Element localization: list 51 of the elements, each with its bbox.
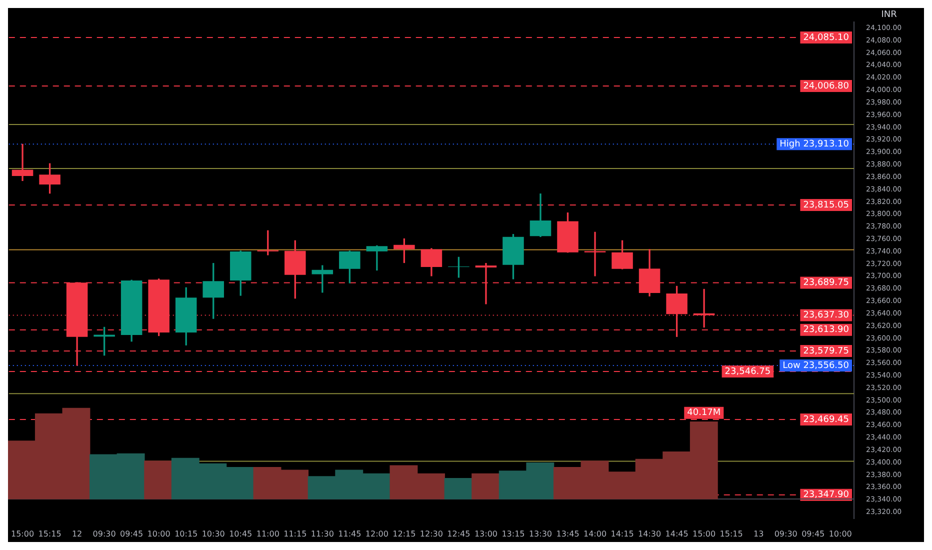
x-tick-label: 13:15	[502, 529, 525, 538]
candlestick	[584, 232, 606, 276]
x-tick-label: 15:15	[38, 529, 62, 538]
x-tick-label: 12:00	[365, 529, 388, 538]
x-tick-label: 09:45	[120, 529, 144, 538]
x-tick-label: 10:30	[202, 529, 225, 538]
x-tick-label: 09:45	[802, 529, 825, 538]
ref-line-label: 23,347.90	[803, 490, 850, 500]
ref-line-label: Low 23,556.50	[782, 360, 850, 371]
x-tick-label: 10:00	[147, 529, 170, 538]
x-tick-label: 13:30	[528, 529, 552, 538]
x-tick-label: 12	[72, 529, 82, 538]
x-tick-label: 10:45	[229, 529, 252, 538]
bar	[444, 478, 472, 500]
x-tick-label: 15:00	[692, 529, 716, 538]
x-tick-label: 13	[753, 529, 764, 538]
x-tick-label: 11:45	[338, 529, 362, 538]
y-axis-title: INR	[881, 10, 897, 20]
x-tick-label: 14:30	[638, 529, 662, 538]
ref-line-label: 23,613.90	[803, 325, 850, 336]
x-tick-label: 13:00	[474, 529, 498, 538]
x-tick-label: 14:45	[665, 529, 688, 538]
candlestick	[12, 144, 34, 182]
x-tick-label: 15:00	[10, 529, 34, 538]
ref-line-label: 23,469.45	[803, 414, 850, 425]
annotation: 40.17M	[687, 408, 721, 418]
x-tick-label: 09:30	[92, 529, 116, 538]
ref-line-label: 23,546.75	[724, 366, 771, 377]
x-tick-label: 11:15	[284, 529, 307, 538]
x-tick-label: 09:30	[774, 529, 798, 538]
bar	[144, 460, 172, 500]
ref-line-label: 23,815.05	[803, 200, 850, 210]
x-tick-label: 12:15	[392, 529, 416, 538]
x-tick-label: 12:45	[447, 529, 470, 538]
bar	[472, 473, 500, 500]
ref-line-label: 24,006.80	[803, 81, 850, 92]
x-tick-label: 14:15	[610, 529, 634, 538]
x-tick-label: 10:15	[174, 529, 198, 538]
x-tick-label: 11:30	[310, 529, 334, 538]
ref-line-label: High 23,913.10	[780, 140, 850, 150]
x-tick-label: 10:00	[828, 529, 852, 538]
ref-line-label: 23,637.30	[803, 310, 850, 321]
x-tick-label: 13:45	[556, 529, 580, 538]
ref-line-label: 23,689.75	[803, 278, 850, 288]
candlestick	[366, 245, 388, 271]
x-tick-label: 11:00	[256, 529, 280, 538]
x-tick-label: 15:15	[720, 529, 743, 538]
ref-line-label: 23,579.75	[803, 346, 850, 356]
x-tick-label: 14:00	[583, 529, 607, 538]
ref-line-label: 24,085.10	[803, 32, 850, 43]
x-tick-label: 12:30	[420, 529, 443, 538]
